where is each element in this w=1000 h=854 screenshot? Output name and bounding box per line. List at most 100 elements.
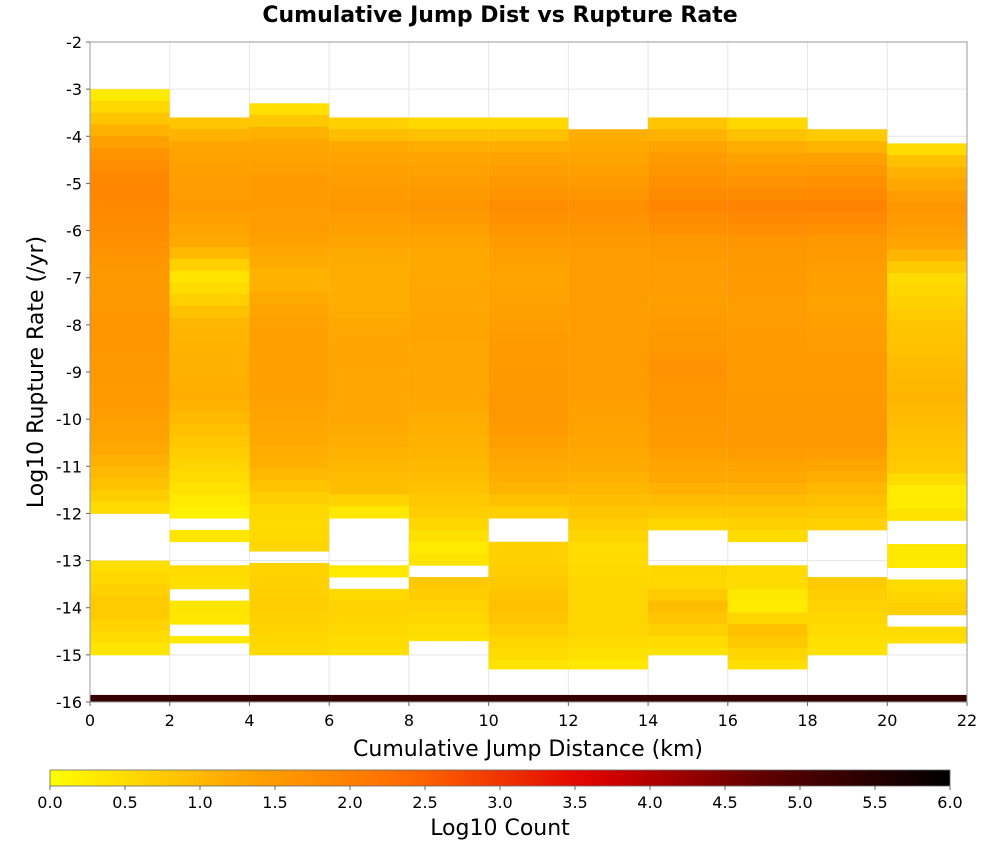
heatmap-cell: [90, 383, 170, 396]
heatmap-cell: [408, 247, 489, 260]
heatmap-cell: [249, 232, 330, 246]
heatmap-cell: [887, 473, 967, 486]
heatmap-cell: [90, 360, 170, 373]
heatmap-cell: [329, 294, 409, 307]
heatmap-cell: [329, 306, 409, 319]
heatmap-cell: [807, 435, 888, 448]
heatmap-cell: [648, 565, 728, 578]
heatmap-cell: [169, 329, 250, 342]
heatmap-cell: [169, 494, 250, 507]
heatmap-cell: [488, 353, 569, 366]
heatmap-cell: [648, 400, 728, 413]
heatmap-cell: [648, 306, 728, 319]
heatmap-cell: [169, 506, 250, 519]
heatmap-cell: [568, 506, 649, 519]
heatmap-cell: [807, 235, 888, 248]
heatmap-cell: [169, 364, 250, 378]
y-tick-label: -2: [66, 33, 82, 52]
heatmap-cell: [887, 626, 967, 639]
heatmap-cell: [488, 636, 569, 649]
heatmap-cell: [408, 211, 489, 224]
heatmap-cell: [727, 588, 808, 602]
heatmap-cell: [169, 447, 250, 460]
heatmap-cell: [727, 306, 808, 319]
heatmap-cell: [727, 176, 808, 189]
heatmap-cell: [887, 485, 967, 498]
heatmap-cell: [727, 647, 808, 660]
heatmap-cell: [329, 176, 409, 189]
heatmap-cell: [568, 636, 649, 649]
heatmap-cell: [488, 258, 569, 272]
heatmap-cell: [568, 553, 649, 566]
heatmap-cell: [329, 364, 409, 378]
heatmap-cell: [249, 433, 330, 446]
heatmap-cell: [807, 647, 888, 656]
heatmap-cell: [249, 468, 330, 481]
heatmap-cell: [329, 282, 409, 295]
heatmap-cell: [169, 636, 250, 644]
heatmap-cell: [887, 603, 967, 616]
y-tick-label: -10: [56, 410, 82, 429]
heatmap-cell: [249, 244, 330, 257]
heatmap-cell: [408, 199, 489, 213]
heatmap-cell: [807, 329, 888, 342]
heatmap-cell: [568, 223, 649, 236]
heatmap-cell: [169, 258, 250, 272]
x-axis-ticks: 0 2 4 6 8 10 12 14 16 18 20 22: [85, 702, 977, 730]
heatmap-cell: [568, 353, 649, 366]
heatmap-cell: [329, 317, 409, 330]
heatmap-cell: [329, 258, 409, 272]
heatmap-cell: [727, 247, 808, 260]
heatmap-cell: [488, 412, 569, 425]
heatmap-cell: [488, 282, 569, 295]
heatmap-cell: [887, 308, 967, 321]
heatmap-cell: [727, 624, 808, 637]
heatmap-cell: [568, 376, 649, 389]
heatmap-cell: [727, 211, 808, 224]
heatmap-cell: [488, 341, 569, 354]
heatmap-cell: [329, 235, 409, 248]
heatmap-cell: [408, 223, 489, 236]
heatmap-cell: [887, 143, 967, 156]
heatmap-cell: [90, 230, 170, 243]
heatmap-cell: [329, 423, 409, 437]
heatmap-cell: [807, 423, 888, 437]
heatmap-cell: [249, 350, 330, 363]
heatmap-cell: [727, 223, 808, 236]
heatmap-cell: [329, 199, 409, 213]
heatmap-cell: [807, 364, 888, 378]
colorbar-gradient: [49, 769, 951, 787]
colorbar-ticks: 0.0 0.5 1.0 1.5 2.0 2.5 3.0 3.5 4.0 4.5 5.0 5.5 6.0: [37, 786, 963, 812]
heatmap-cell: [568, 412, 649, 425]
heatmap-cell: [408, 164, 489, 177]
heatmap-cell: [249, 421, 330, 434]
heatmap-cell: [807, 258, 888, 272]
heatmap-cell: [488, 317, 569, 330]
heatmap-cell: [408, 459, 489, 472]
y-tick-label: -7: [66, 269, 82, 288]
y-tick-label: -13: [56, 552, 82, 571]
heatmap-cell: [90, 466, 170, 479]
heatmap-cell: [807, 612, 888, 625]
heatmap-cell: [249, 303, 330, 316]
heatmap-cell: [249, 197, 330, 210]
heatmap-cell: [169, 282, 250, 295]
heatmap-cell: [329, 152, 409, 165]
heatmap-cell: [169, 353, 250, 366]
y-tick-label: -14: [56, 599, 82, 618]
colorbar-tick-label: 2.5: [412, 793, 437, 812]
heatmap-cell: [727, 294, 808, 307]
heatmap-cell: [488, 211, 569, 224]
heatmap-cell: [488, 364, 569, 378]
heatmap-cell: [727, 400, 808, 413]
heatmap-cell: [90, 195, 170, 208]
heatmap-cell: [408, 612, 489, 625]
heatmap-cell: [568, 258, 649, 272]
heatmap-cell: [887, 237, 967, 250]
heatmap-cell: [488, 423, 569, 437]
heatmap-cell: [408, 471, 489, 484]
heatmap-cell: [249, 633, 330, 646]
heatmap-cell: [488, 647, 569, 660]
x-tick-label: 20: [877, 711, 897, 730]
heatmap-cell: [727, 329, 808, 342]
